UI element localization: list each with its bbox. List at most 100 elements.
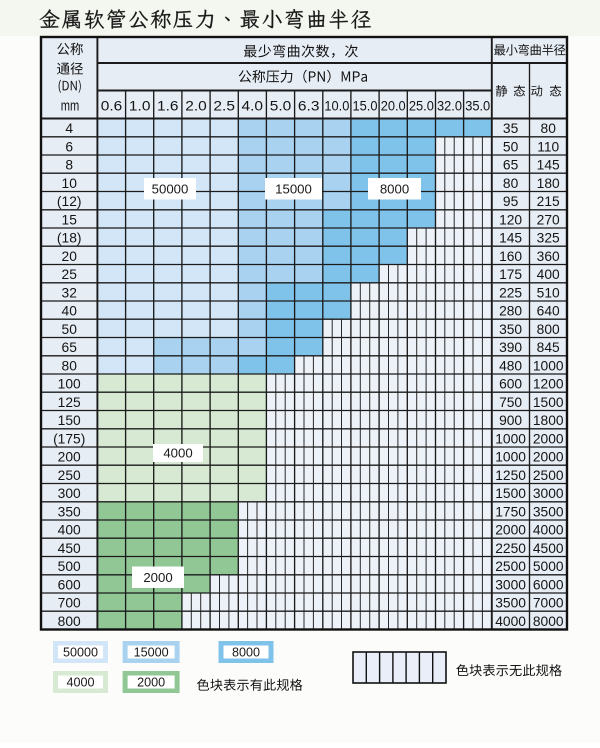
svg-text:270: 270 — [537, 212, 560, 227]
svg-text:400: 400 — [537, 267, 560, 282]
svg-text:1200: 1200 — [533, 377, 564, 392]
svg-text:80: 80 — [503, 176, 519, 191]
svg-text:50: 50 — [62, 322, 78, 337]
svg-text:700: 700 — [58, 596, 81, 611]
svg-text:25.0: 25.0 — [409, 99, 434, 115]
svg-text:4000: 4000 — [533, 523, 564, 538]
svg-text:15000: 15000 — [275, 181, 312, 196]
svg-text:6000: 6000 — [533, 577, 564, 592]
svg-text:50000: 50000 — [63, 645, 98, 659]
svg-text:1800: 1800 — [533, 413, 564, 428]
svg-text:0.6: 0.6 — [101, 99, 123, 115]
svg-text:2500: 2500 — [533, 468, 564, 483]
svg-text:8000: 8000 — [533, 614, 564, 629]
svg-text:50: 50 — [503, 139, 519, 154]
svg-text:510: 510 — [537, 285, 560, 300]
svg-text:6: 6 — [65, 139, 73, 154]
svg-text:1.0: 1.0 — [129, 99, 151, 115]
svg-text:3000: 3000 — [495, 577, 526, 592]
svg-text:110: 110 — [537, 139, 559, 154]
svg-text:25: 25 — [62, 267, 78, 282]
svg-text:800: 800 — [537, 322, 560, 337]
svg-text:1250: 1250 — [495, 468, 526, 483]
svg-text:40: 40 — [62, 304, 78, 319]
svg-text:32: 32 — [62, 285, 77, 300]
svg-text:2000: 2000 — [533, 450, 564, 465]
svg-text:10: 10 — [62, 176, 78, 191]
svg-text:845: 845 — [537, 340, 560, 355]
svg-text:1000: 1000 — [533, 358, 564, 373]
svg-text:15000: 15000 — [134, 645, 169, 659]
svg-text:50000: 50000 — [152, 181, 189, 196]
svg-text:15.0: 15.0 — [353, 99, 378, 115]
svg-text:350: 350 — [499, 322, 522, 337]
svg-text:65: 65 — [503, 158, 519, 173]
svg-text:80: 80 — [62, 358, 78, 373]
svg-text:6.3: 6.3 — [298, 99, 320, 115]
svg-text:750: 750 — [499, 395, 522, 410]
svg-text:600: 600 — [499, 377, 522, 392]
svg-text:8: 8 — [65, 158, 73, 173]
svg-text:2000: 2000 — [495, 523, 526, 538]
svg-text:225: 225 — [499, 285, 522, 300]
svg-text:150: 150 — [58, 413, 81, 428]
svg-text:2000: 2000 — [533, 431, 564, 446]
svg-text:200: 200 — [58, 450, 81, 465]
svg-text:390: 390 — [499, 340, 522, 355]
svg-text:4500: 4500 — [533, 541, 564, 556]
svg-text:3000: 3000 — [533, 486, 564, 501]
svg-text:35: 35 — [503, 121, 519, 136]
svg-text:120: 120 — [499, 212, 522, 227]
svg-text:15: 15 — [62, 212, 78, 227]
svg-text:325: 325 — [537, 231, 560, 246]
svg-text:1500: 1500 — [533, 395, 564, 410]
svg-text:65: 65 — [62, 340, 78, 355]
svg-text:1.6: 1.6 — [157, 99, 179, 115]
svg-text:8000: 8000 — [380, 181, 409, 196]
svg-text:4000: 4000 — [495, 614, 526, 629]
svg-text:360: 360 — [537, 249, 560, 264]
svg-text:mm: mm — [61, 97, 80, 114]
svg-text:1750: 1750 — [495, 504, 526, 519]
svg-text:180: 180 — [537, 176, 560, 191]
svg-text:32.0: 32.0 — [437, 99, 462, 115]
svg-text:3500: 3500 — [533, 504, 564, 519]
svg-text:1000: 1000 — [495, 431, 526, 446]
svg-text:20: 20 — [62, 249, 78, 264]
svg-text:4.0: 4.0 — [242, 99, 264, 115]
svg-text:640: 640 — [537, 304, 560, 319]
svg-text:1500: 1500 — [495, 486, 526, 501]
svg-text:250: 250 — [58, 468, 81, 483]
svg-text:4000: 4000 — [66, 675, 94, 689]
svg-text:400: 400 — [58, 523, 81, 538]
svg-text:(12): (12) — [57, 194, 82, 209]
svg-text:100: 100 — [58, 377, 81, 392]
svg-text:450: 450 — [58, 541, 81, 556]
svg-text:1000: 1000 — [495, 450, 526, 465]
svg-text:(18): (18) — [57, 231, 82, 246]
svg-text:2000: 2000 — [143, 570, 172, 585]
svg-text:5000: 5000 — [533, 559, 564, 574]
svg-text:215: 215 — [537, 194, 560, 209]
svg-text:160: 160 — [499, 249, 522, 264]
svg-text:145: 145 — [499, 231, 522, 246]
svg-text:10.0: 10.0 — [324, 99, 349, 115]
svg-text:20.0: 20.0 — [381, 99, 406, 115]
svg-text:80: 80 — [541, 121, 557, 136]
svg-text:5.0: 5.0 — [270, 99, 292, 115]
svg-text:7000: 7000 — [533, 596, 564, 611]
svg-text:600: 600 — [58, 577, 81, 592]
svg-text:480: 480 — [499, 358, 522, 373]
svg-text:145: 145 — [537, 158, 560, 173]
svg-text:2.0: 2.0 — [185, 99, 207, 115]
svg-text:2000: 2000 — [137, 675, 165, 689]
svg-text:(175): (175) — [53, 431, 85, 446]
svg-text:3500: 3500 — [495, 596, 526, 611]
svg-text:95: 95 — [503, 194, 519, 209]
svg-text:280: 280 — [499, 304, 522, 319]
svg-text:8000: 8000 — [232, 645, 260, 659]
svg-text:35.0: 35.0 — [465, 99, 490, 115]
svg-text:300: 300 — [58, 486, 81, 501]
svg-text:125: 125 — [58, 395, 81, 410]
svg-text:2500: 2500 — [495, 559, 526, 574]
